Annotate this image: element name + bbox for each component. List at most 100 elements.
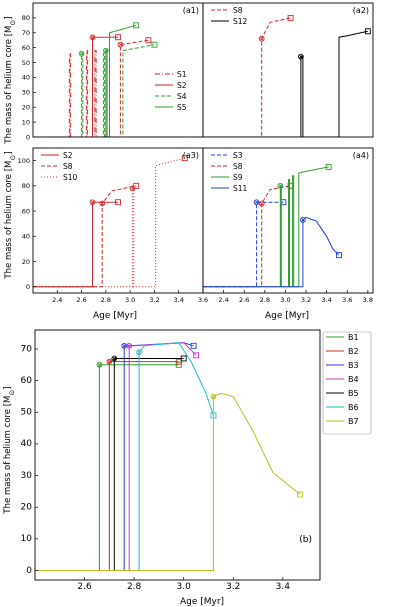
xlabel-b: Age [Myr]: [180, 597, 224, 607]
start-marker-a1-4: [117, 41, 124, 48]
start-marker-a4-S3: [253, 199, 260, 206]
start-cross-a1-S2: [90, 35, 95, 40]
start-marker-b-B4: [126, 342, 133, 349]
legend-label-b-B7: B7: [348, 417, 359, 426]
start-marker-a4-S8: [258, 200, 265, 207]
series-line-b-B6: [35, 342, 214, 571]
start-marker-a1-S4: [78, 50, 85, 57]
start-cross-b-B5: [112, 356, 117, 361]
start-cross-a3-S2: [90, 200, 95, 205]
ytick-label-b: 20: [21, 503, 33, 513]
series-line-a1-S4: [33, 44, 155, 137]
ytick-label-a1: 20: [22, 104, 30, 112]
start-marker-a3-S10: [129, 185, 136, 192]
xtick-label-b: 3.2: [226, 582, 240, 592]
panel-frame-a3: [32, 147, 204, 294]
start-marker-a2-S8: [258, 35, 265, 42]
xlabel-a3: Age [Myr]: [93, 311, 137, 321]
start-cross-a4-S3: [254, 200, 259, 205]
legend-label-b-B2: B2: [348, 347, 359, 356]
start-marker-a1-S5: [103, 47, 109, 54]
ylabel-bottom: The mass of helium core [M⊙]: [3, 386, 16, 514]
legend-label-a4-S9: S9: [233, 173, 243, 182]
ytick-label-a3: 40: [22, 233, 30, 241]
end-marker-a3-S2: [115, 199, 121, 206]
series-line-a1-extra4: [33, 39, 149, 137]
panel-a3: 0 20 40 60 80 100 2.4 2.6 2.8 3.0 3.2 3.4 3.6 (a3) S2 S…: [18, 147, 208, 304]
series-line-b-B7: [35, 392, 301, 571]
end-marker-b-B3: [190, 342, 197, 349]
legend-label-a1-S2: S2: [177, 81, 187, 90]
start-cross-a4-S9: [278, 183, 283, 188]
legend-label-a4-S8: S8: [233, 162, 243, 171]
end-marker-b-B5: [180, 355, 187, 362]
panel-frame-a4: [202, 147, 374, 294]
ytick-label-a1: 80: [22, 14, 30, 22]
end-marker-a2-S12: [364, 28, 371, 35]
xtick-label-a3: 2.4: [52, 296, 62, 304]
legend-label-a3-S2: S2: [63, 151, 73, 160]
panel-a4: 2.4 2.6 2.8 3.0 3.2 3.4 3.6 3.8 (a4) S3 S8 S9 S11: [202, 147, 374, 304]
start-cross-a3-S10: [130, 186, 135, 191]
xtick-label-b: 2.8: [127, 582, 142, 592]
ytick-label-a3: 80: [22, 182, 30, 190]
start-cross-a4-S8: [259, 201, 264, 206]
start-marker-a3-S8: [99, 200, 106, 207]
panel-frame-b: [34, 329, 321, 581]
end-marker-a1-S5: [133, 22, 140, 29]
start-marker-a4-S11: [300, 217, 306, 223]
panel-a2: (a2) S8 S12: [202, 2, 374, 138]
series-line-a1-S1: [33, 53, 203, 137]
panel-label-b: (b): [299, 535, 312, 545]
ytick-label-a1: 60: [22, 44, 30, 52]
start-cross-b-B3: [122, 343, 127, 348]
series-line-a4-S11: [203, 216, 340, 288]
start-cross-a2-S12: [298, 54, 303, 59]
series-line-a2-S8: [203, 17, 291, 137]
panel-label-a2: (a2): [353, 6, 369, 15]
ytick-label-a3: 0: [26, 283, 30, 291]
xtick-label-a4: 3.6: [342, 296, 352, 304]
panel-a1: 0 10 20 30 40 50 60 70 80 (a1) S1 S2 S4 S5: [22, 2, 204, 141]
legend-label-b-B5: B5: [348, 389, 359, 398]
series-line-a2-S12: [203, 30, 368, 137]
panel-b: 0 10 20 30 40 50 60 70 2.6 2.8 3.0 3.2 3.4 (b) B1 B2 B3 B…: [21, 329, 372, 592]
legend-label-a4-S3: S3: [233, 151, 243, 160]
legend-box-b: [322, 331, 372, 435]
xtick-label-a3: 3.2: [149, 296, 159, 304]
panel-frame-a2: [202, 2, 374, 138]
ytick-label-b: 10: [21, 534, 33, 544]
series-line-a4-S3: [203, 201, 284, 288]
legend-label-a4-S11: S11: [233, 184, 248, 193]
start-cross-a3-S8: [100, 201, 105, 206]
end-marker-a4-S11: [336, 252, 342, 259]
xtick-label-a3: 2.6: [76, 296, 86, 304]
start-marker-a2-S12: [298, 53, 304, 60]
xtick-label-b: 3.4: [276, 582, 291, 592]
legend-label-a3-S10: S10: [63, 173, 78, 182]
start-marker-a3-S2: [89, 199, 96, 206]
end-marker-b-B1: [175, 361, 182, 368]
start-cross-a1-S4: [79, 51, 84, 56]
ytick-label-b: 0: [26, 566, 32, 576]
start-marker-b-B7: [210, 393, 217, 400]
ytick-label-b: 40: [21, 439, 33, 449]
start-marker-b-B5: [111, 355, 118, 362]
legend-label-a2-S8: S8: [233, 6, 243, 15]
legend-label-b-B4: B4: [348, 375, 359, 384]
series-line-a4-S8: [203, 185, 291, 288]
xtick-label-a3: 2.8: [101, 296, 111, 304]
series-line-a1-S2: [33, 36, 118, 137]
xtick-label-a4: 2.4: [218, 296, 228, 304]
ytick-label-a1: 40: [22, 74, 30, 82]
start-cross-b-B7: [211, 394, 216, 399]
series-line-a4-S9: [203, 166, 329, 288]
start-cross-a4-S11: [300, 217, 305, 222]
ytick-label-a1: 50: [22, 59, 30, 67]
end-marker-a2-S8: [287, 14, 294, 21]
xlabel-a4: Age [Myr]: [265, 311, 309, 321]
xtick-label-a3: 3.6: [198, 296, 208, 304]
xtick-label-a4: 3.8: [363, 296, 373, 304]
ytick-label-a1: 30: [22, 89, 30, 97]
